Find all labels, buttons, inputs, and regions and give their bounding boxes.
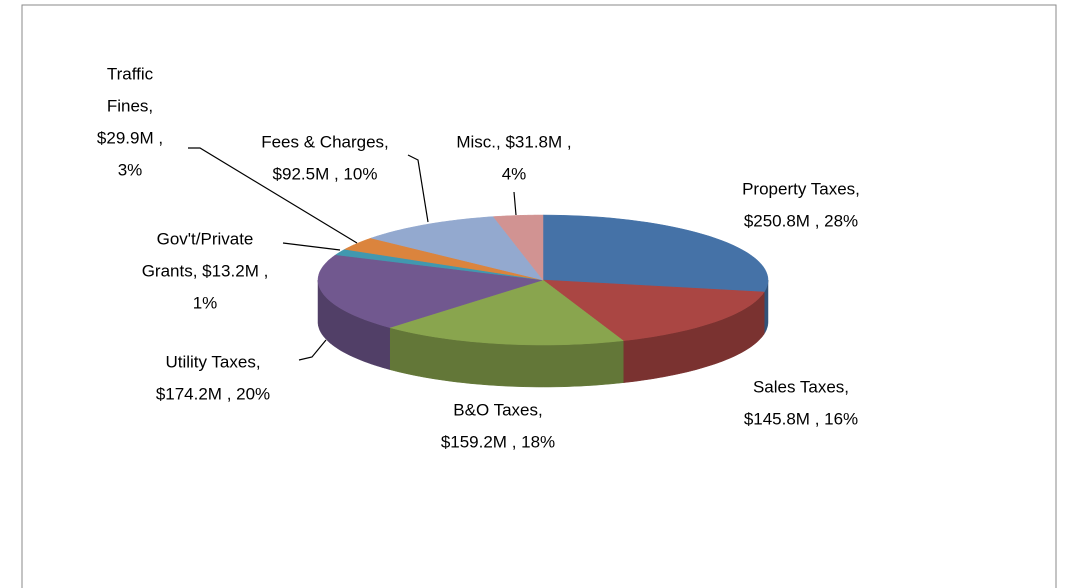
leader-line xyxy=(513,191,517,216)
slice xyxy=(542,214,769,293)
data-label: Sales Taxes, xyxy=(753,377,849,396)
data-label: 1% xyxy=(193,293,218,312)
leader-line xyxy=(188,147,358,244)
leader-line xyxy=(298,339,327,361)
data-label: Fees & Charges, xyxy=(261,132,389,151)
data-label: $145.8M , 16% xyxy=(744,409,858,428)
leader-line xyxy=(407,154,429,223)
data-label: Fines, xyxy=(107,96,153,115)
data-label: B&O Taxes, xyxy=(453,400,542,419)
data-label: $174.2M , 20% xyxy=(156,384,270,403)
slice xyxy=(317,254,544,328)
data-label: $159.2M , 18% xyxy=(441,432,555,451)
slice xyxy=(542,279,765,341)
slice xyxy=(370,216,544,281)
data-label: Property Taxes, xyxy=(742,179,860,198)
data-label: Traffic xyxy=(107,64,154,83)
slice xyxy=(388,279,624,346)
data-label: Misc., $31.8M , xyxy=(456,132,571,151)
data-label: $92.5M , 10% xyxy=(273,164,378,183)
data-label: Gov't/Private xyxy=(157,229,254,248)
data-label: 3% xyxy=(118,160,143,179)
leader-line xyxy=(282,242,341,251)
slice xyxy=(335,249,544,281)
data-label: $250.8M , 28% xyxy=(744,211,858,230)
slice xyxy=(492,214,544,281)
data-label: 4% xyxy=(502,164,527,183)
data-label: Utility Taxes, xyxy=(165,352,260,371)
data-label: $29.9M , xyxy=(97,128,163,147)
data-label: Grants, $13.2M , xyxy=(142,261,269,280)
slice xyxy=(343,237,544,281)
